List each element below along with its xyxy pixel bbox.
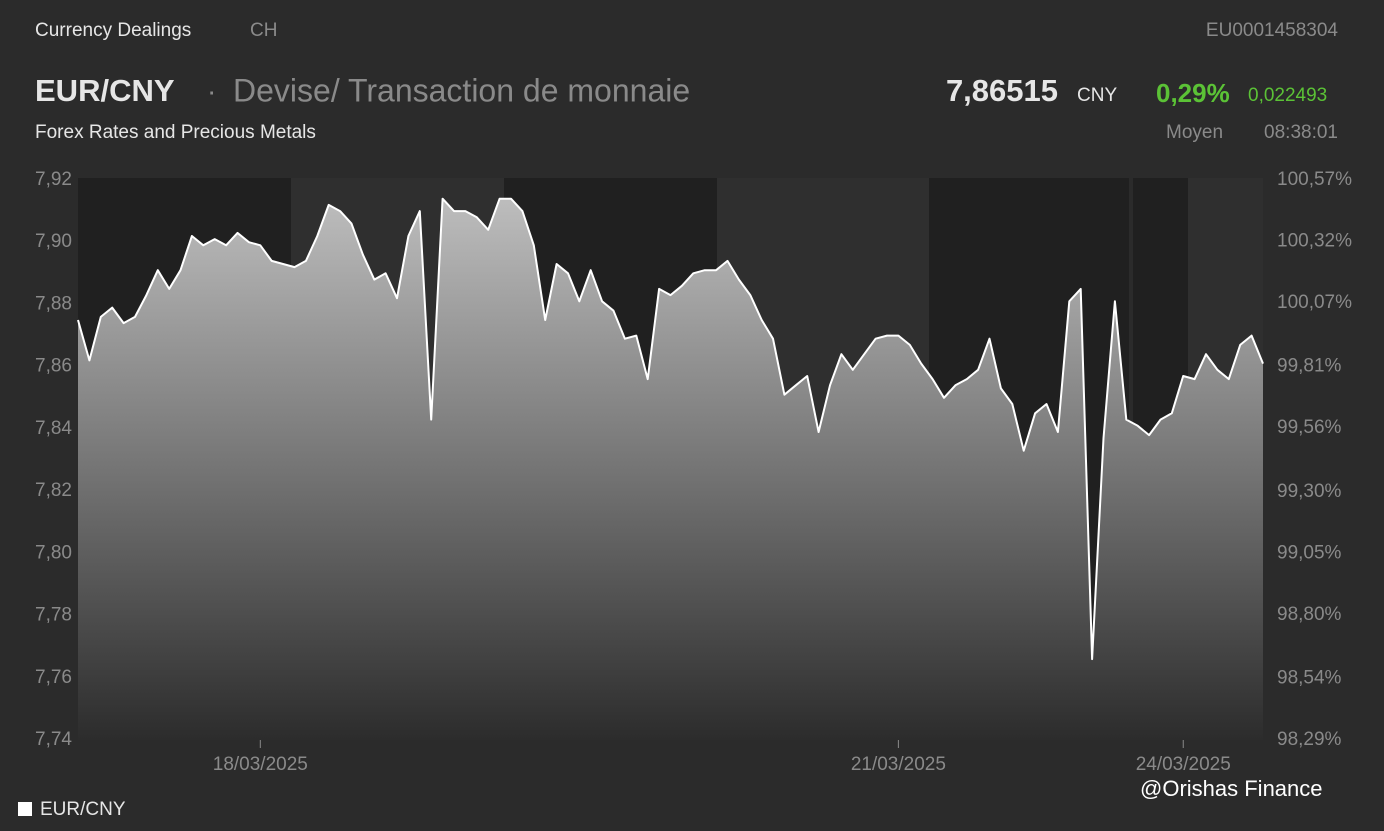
section: Currency Dealings [35, 20, 191, 41]
y-tick-label: 7,92 [35, 169, 72, 190]
area [78, 198, 1263, 740]
y-tick-label: 7,78 [35, 605, 72, 626]
subtitle: Forex Rates and Precious Metals [35, 122, 316, 143]
legend-swatch [18, 802, 32, 816]
description: Devise/ Transaction de monnaie [233, 72, 690, 108]
y-tick-label: 7,90 [35, 231, 72, 252]
y2-tick-label: 98,29% [1277, 729, 1342, 750]
line [77, 197, 1264, 661]
separator: · [207, 75, 216, 106]
y-tick-label: 7,86 [35, 356, 72, 377]
y2-tick-label: 100,57% [1277, 169, 1352, 190]
x-tick-label: 24/03/2025 [1136, 754, 1231, 775]
x-tick-label: 18/03/2025 [213, 754, 308, 775]
legend-label[interactable]: EUR/CNY [40, 799, 126, 820]
time: 08:38:01 [1264, 122, 1338, 143]
y2-tick-label: 100,32% [1277, 230, 1352, 251]
y2-tick-label: 98,80% [1277, 604, 1342, 625]
change-pct: 0,29% [1156, 78, 1230, 108]
y2-tick-label: 99,56% [1277, 417, 1342, 438]
change-abs: 0,022493 [1248, 85, 1327, 106]
y-tick-label: 7,88 [35, 293, 72, 314]
y-tick-label: 7,74 [35, 729, 72, 750]
y-tick-label: 7,82 [35, 480, 72, 501]
country: CH [250, 20, 277, 41]
price-type: Moyen [1166, 122, 1223, 143]
x-tick-label: 21/03/2025 [851, 754, 946, 775]
y2-tick-label: 100,07% [1277, 292, 1352, 313]
y2-tick-label: 98,54% [1277, 668, 1342, 689]
y-tick-label: 7,76 [35, 667, 72, 688]
isin: EU0001458304 [1206, 20, 1338, 41]
price: 7,86515 [946, 73, 1058, 108]
currency: CNY [1077, 85, 1117, 106]
y2-tick-label: 99,30% [1277, 481, 1342, 502]
y2-tick-label: 99,81% [1277, 356, 1342, 377]
symbol: EUR/CNY [35, 73, 175, 108]
watermark: @Orishas Finance [1140, 776, 1323, 801]
y2-tick-label: 99,05% [1277, 542, 1342, 563]
y-tick-label: 7,84 [35, 418, 72, 439]
y-tick-label: 7,80 [35, 542, 72, 563]
